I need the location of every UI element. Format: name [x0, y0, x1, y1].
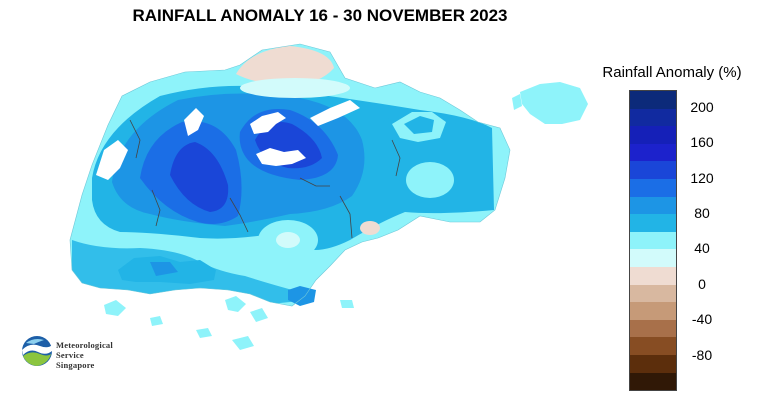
legend-tick-label: 160: [690, 134, 714, 151]
southern-islets: [150, 296, 354, 350]
legend-swatch: [630, 178, 676, 197]
reservoir-upper-seletar: [250, 112, 286, 134]
legend-tick-label: -40: [691, 311, 713, 328]
river-lines: [129, 119, 401, 239]
legend-swatch: [630, 319, 676, 338]
legend-swatch: [630, 161, 676, 179]
anomaly-zone-negative-south: [360, 221, 380, 235]
map-title: RAINFALL ANOMALY 16 - 30 NOVEMBER 2023: [132, 6, 508, 25]
legend-tick-label: 0: [698, 275, 706, 292]
rainfall-anomaly-map: [69, 43, 588, 350]
jurong-island: [118, 256, 216, 284]
legend-color-bar: [629, 90, 677, 391]
legend-swatch: [630, 284, 676, 303]
legend-swatch: [630, 337, 676, 355]
legend-swatch: [630, 249, 676, 267]
legend-swatch: [630, 302, 676, 320]
anomaly-zone-0-20-south: [276, 232, 300, 248]
legend-swatch: [630, 91, 676, 109]
pulau-tekong: [512, 82, 588, 124]
sentosa-island: [288, 286, 316, 306]
pulau-ubin: [392, 112, 446, 142]
logo-line-3: Singapore: [56, 360, 95, 370]
legend-swatch: [630, 372, 676, 391]
coastline: [69, 43, 511, 307]
legend-tick-label: 200: [690, 98, 714, 115]
anomaly-zone-0-40-east: [406, 162, 454, 198]
legend-swatch: [630, 214, 676, 232]
mss-logo-text: Meteorological Service Singapore: [56, 340, 113, 370]
serangoon-inlet: [310, 100, 360, 126]
anomaly-zone-160-200-west: [170, 142, 229, 212]
legend-tick-label: -80: [691, 346, 713, 363]
legend-tick-label: 120: [690, 169, 714, 186]
kranji-inlet: [96, 140, 128, 180]
reservoir-macritchie: [256, 148, 306, 166]
legend-swatch: [630, 266, 676, 285]
legend-swatch: [630, 126, 676, 144]
legend-tick-label: 80: [694, 204, 710, 221]
mss-logo-icon: [22, 336, 52, 366]
legend-swatch: [630, 143, 676, 162]
reservoir-west: [184, 108, 204, 136]
legend-swatch: [630, 196, 676, 215]
legend-title: Rainfall Anomaly (%): [602, 64, 742, 81]
legend-swatch: [630, 231, 676, 250]
pulau-sudong: [104, 300, 126, 316]
anomaly-zone-0-20-north: [240, 78, 350, 98]
legend-tick-label: 40: [694, 240, 710, 257]
legend-swatch: [630, 354, 676, 373]
anomaly-zone-negative-north: [236, 46, 334, 86]
legend-swatch: [630, 108, 676, 127]
logo-line-1: Meteorological: [56, 340, 113, 350]
logo-line-2: Service: [56, 350, 84, 360]
